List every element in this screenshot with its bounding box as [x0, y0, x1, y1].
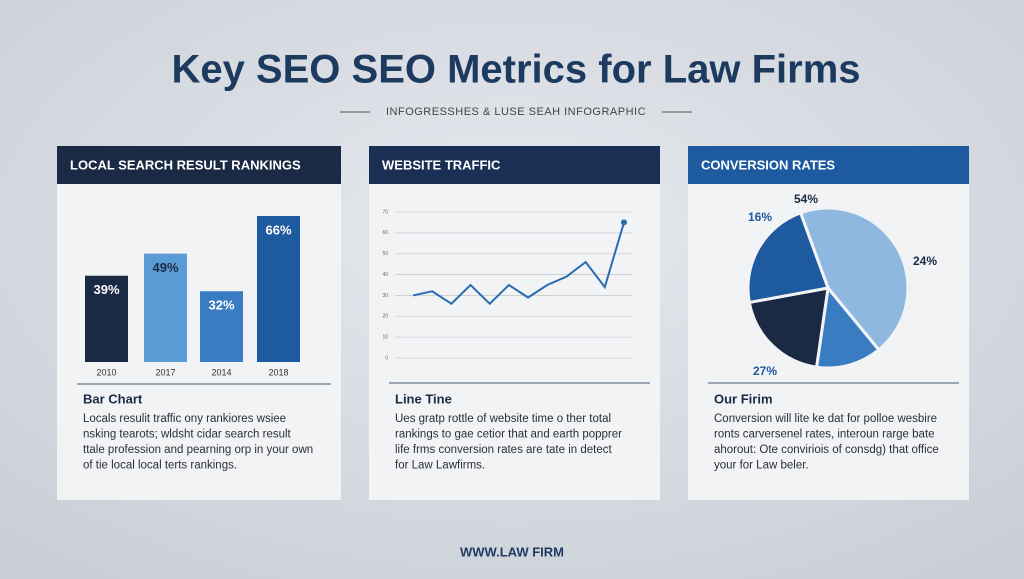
x-tick-label: 2017 [155, 367, 175, 377]
y-tick-label: 0 [385, 355, 388, 361]
x-tick-label: 2018 [268, 367, 288, 377]
body-text: nsking tearots; wldsht cidar search resu… [83, 429, 292, 441]
x-tick-label: 2010 [96, 367, 116, 377]
panel-heading: CONVERSION RATES [701, 157, 835, 172]
body-text: life frms conversion rates are tate in d… [395, 444, 612, 456]
body-text: your for Law beler. [714, 460, 809, 472]
panel-heading: WEBSITE TRAFFIC [382, 157, 501, 172]
data-label: 39% [93, 282, 119, 297]
data-label: 54% [794, 192, 818, 206]
pie-slice [746, 210, 831, 305]
page-title: Key SEO SEO Metrics for Law Firms [171, 48, 860, 92]
panel-header [369, 146, 660, 184]
body-text: for Law Lawfirms. [395, 460, 485, 472]
bar [85, 275, 128, 362]
data-label: 66% [265, 222, 291, 237]
body-text: of tie local local terts rankings. [83, 460, 237, 472]
y-tick-label: 50 [382, 251, 388, 257]
body-text: Locals resulit traffic ony rankiores wsi… [83, 413, 286, 425]
y-tick-label: 60 [382, 230, 388, 236]
body-text: Conversion will lite ke dat for polloe w… [714, 413, 937, 425]
y-tick-label: 70 [382, 209, 388, 215]
panel-heading: LOCAL SEARCH RESULT RANKINGS [70, 157, 301, 172]
y-tick-label: 20 [382, 314, 388, 320]
bar [200, 291, 243, 362]
data-label: 27% [753, 364, 777, 378]
line-series [412, 222, 625, 306]
bar [257, 216, 300, 362]
body-text: ronts carversenel rates, interoun rarge … [714, 429, 935, 441]
end-point [621, 219, 627, 226]
data-label: 24% [913, 254, 937, 268]
data-label: 16% [748, 210, 772, 224]
body-text: rankings to gae cetior that and earth po… [395, 429, 622, 441]
caption: Line Tine [395, 391, 452, 406]
y-tick-label: 40 [382, 272, 388, 278]
x-tick-label: 2014 [211, 367, 231, 377]
data-label: 49% [152, 260, 178, 275]
bar [144, 253, 187, 362]
panel-header [688, 146, 969, 184]
y-tick-label: 30 [382, 293, 388, 299]
subtitle: INFOGRESSHES & LUSE SEAH INFOGRAPHIC [386, 106, 646, 118]
body-text: ahorout: Ote conviriois of consdg) that … [714, 444, 939, 456]
caption: Bar Chart [83, 391, 143, 406]
footer: WWW.LAW FIRM [460, 544, 564, 559]
y-tick-label: 10 [382, 334, 388, 340]
pie-slice [747, 286, 830, 369]
caption: Our Firim [714, 391, 773, 406]
data-label: 32% [208, 298, 234, 313]
panel-header [57, 146, 341, 184]
body-text: Ues gratp rottle of website time o ther … [395, 413, 611, 425]
panel [369, 146, 660, 500]
pie-slice [798, 206, 910, 352]
body-text: ttale profession and pearning orp in you… [83, 444, 313, 456]
